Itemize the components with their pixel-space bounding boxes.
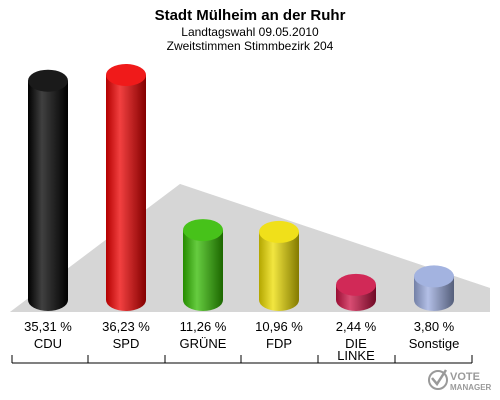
bar-top (106, 64, 146, 86)
category-label: DIE LINKE (337, 336, 375, 363)
bar-fdp (259, 220, 299, 311)
bar-sonstige (414, 265, 454, 311)
bar-top (183, 219, 223, 242)
bar-top (259, 220, 299, 243)
logo-text-manager: MANAGER (450, 383, 492, 392)
chart-title: Stadt Mülheim an der Ruhr (155, 7, 346, 24)
category-label: SPD (113, 336, 140, 351)
value-label: 10,96 % (255, 319, 303, 334)
value-labels-group: 35,31 % 36,23 % 11,26 % 10,96 % 2,44 % 3,80 % (24, 319, 455, 334)
bar-top (336, 273, 376, 296)
bar-grüne (183, 219, 223, 311)
bar-top (28, 69, 68, 92)
value-label: 36,23 % (102, 319, 150, 334)
bar-die-linke (336, 273, 376, 311)
logo-check-icon (428, 370, 448, 390)
bars-group (28, 64, 454, 311)
bar-cdu (28, 69, 68, 311)
value-label: 3,80 % (414, 319, 455, 334)
bar-body (259, 231, 299, 311)
logo-checkmark-icon (431, 369, 448, 387)
vote-manager-logo: VOTE MANAGER (428, 369, 492, 392)
category-label: FDP (266, 336, 292, 351)
value-label: 2,44 % (336, 319, 377, 334)
bar-body (28, 80, 68, 311)
value-label: 35,31 % (24, 319, 72, 334)
chart-subtitle-date: Landtagswahl 09.05.2010 (181, 25, 319, 39)
category-labels-group: CDU SPD GRÜNE FDP DIE LINKE Sonstige (34, 336, 459, 363)
category-label: GRÜNE (180, 336, 227, 351)
x-axis-ticks (11, 355, 473, 363)
chart-subtitle-district: Zweitstimmen Stimmbezirk 204 (167, 39, 334, 53)
category-label: CDU (34, 336, 62, 351)
category-label: Sonstige (409, 336, 460, 351)
bar-spd (106, 64, 146, 311)
logo-text-vote: VOTE (450, 371, 480, 383)
value-label: 11,26 % (180, 319, 227, 334)
bar-body (183, 230, 223, 311)
bar-body (106, 75, 146, 311)
bar-top (414, 265, 454, 288)
